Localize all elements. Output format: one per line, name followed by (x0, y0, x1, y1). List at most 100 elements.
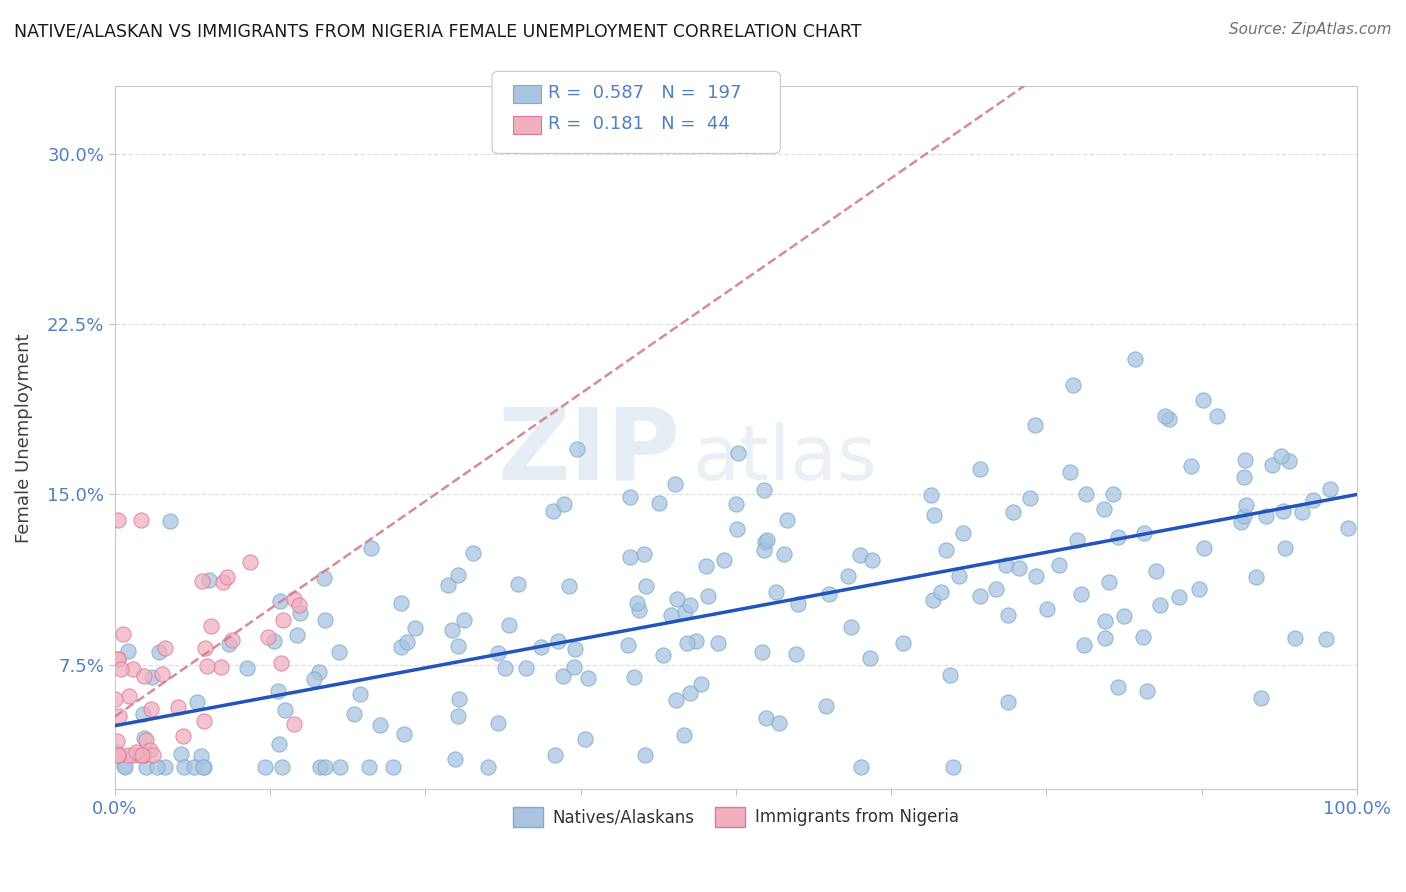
Point (673, 728, 696, 742)
Point (266, 684, 288, 698)
Point (446, 568, 468, 582)
Point (159, 514, 181, 528)
Point (922, 592, 945, 607)
Point (218, 637, 240, 651)
Text: ZIP: ZIP (498, 403, 681, 500)
Point (125, 745, 148, 759)
Point (1107, 530, 1129, 544)
Point (368, 717, 391, 731)
Point (942, 759, 965, 773)
Point (1244, 570, 1267, 584)
Point (1094, 614, 1116, 628)
Point (768, 716, 790, 731)
Point (132, 707, 155, 722)
Point (652, 648, 675, 663)
Point (329, 759, 352, 773)
Point (661, 607, 683, 622)
Text: Source: ZipAtlas.com: Source: ZipAtlas.com (1229, 22, 1392, 37)
Point (200, 619, 222, 633)
Point (122, 662, 145, 676)
Point (1094, 631, 1116, 645)
Point (263, 633, 285, 648)
Point (530, 640, 553, 655)
Point (134, 668, 156, 682)
Point (141, 670, 163, 684)
Point (107, 652, 129, 666)
Point (1291, 505, 1313, 519)
Point (891, 636, 914, 650)
Point (349, 687, 371, 701)
Point (564, 641, 586, 656)
Point (309, 759, 332, 773)
Point (619, 549, 641, 564)
Point (755, 711, 778, 725)
Point (776, 512, 799, 526)
Point (754, 535, 776, 549)
Point (1274, 541, 1296, 555)
Point (1250, 690, 1272, 705)
Point (437, 578, 460, 592)
Point (132, 748, 155, 763)
Point (142, 748, 165, 763)
Point (253, 759, 276, 773)
Point (221, 633, 243, 648)
Point (860, 553, 883, 567)
Point (141, 702, 163, 716)
Point (217, 570, 239, 584)
Point (1073, 638, 1095, 652)
Point (1191, 392, 1213, 407)
Point (453, 613, 475, 627)
Point (1206, 409, 1229, 423)
Point (576, 671, 599, 685)
Point (1153, 409, 1175, 423)
Point (755, 533, 778, 548)
Point (628, 603, 651, 617)
Point (153, 759, 176, 773)
Point (283, 592, 305, 607)
Point (1254, 509, 1277, 524)
Point (1102, 487, 1125, 501)
Point (477, 759, 499, 773)
Text: atlas: atlas (692, 422, 877, 496)
Point (486, 716, 509, 731)
Point (1008, 561, 1031, 575)
Point (558, 578, 581, 592)
Point (134, 731, 156, 746)
Point (389, 596, 412, 610)
Point (1233, 470, 1256, 484)
Point (236, 661, 259, 675)
Point (673, 606, 696, 620)
Point (1272, 504, 1295, 518)
Point (270, 656, 292, 670)
Point (129, 748, 152, 763)
Point (574, 732, 596, 747)
Point (754, 483, 776, 497)
Point (269, 594, 291, 608)
Point (695, 559, 717, 574)
Point (1025, 569, 1047, 583)
Point (752, 543, 775, 558)
Point (209, 660, 232, 674)
Point (288, 599, 311, 613)
Point (547, 633, 569, 648)
Point (190, 749, 212, 764)
Point (118, 689, 141, 703)
Point (1192, 541, 1215, 556)
Point (679, 686, 702, 700)
Point (541, 504, 564, 518)
Point (107, 513, 129, 527)
Point (447, 709, 470, 723)
Point (110, 662, 132, 676)
Point (1070, 587, 1092, 601)
Point (1157, 412, 1180, 426)
Point (725, 522, 748, 536)
Point (1319, 482, 1341, 496)
Point (648, 496, 671, 510)
Point (166, 700, 188, 714)
Point (1123, 352, 1146, 367)
Legend: Natives/Alaskans, Immigrants from Nigeria: Natives/Alaskans, Immigrants from Nigeri… (506, 800, 966, 834)
Point (193, 759, 215, 773)
Point (148, 645, 170, 659)
Point (170, 747, 193, 762)
Point (108, 708, 131, 723)
